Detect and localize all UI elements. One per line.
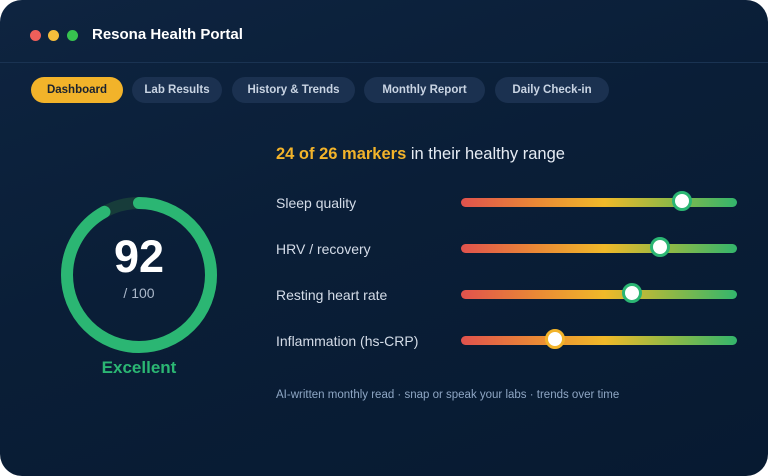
close-window-button[interactable] xyxy=(30,30,41,41)
range-marker-inflammation[interactable] xyxy=(544,328,565,349)
tab-daily-check-in[interactable]: Daily Check-in xyxy=(495,77,609,103)
metric-label-inflammation: Inflammation (hs-CRP) xyxy=(276,333,419,349)
markers-count: 24 of 26 markers xyxy=(276,145,407,163)
markers-summary: 24 of 26 markers in their healthy range xyxy=(276,144,565,164)
tab-history-trends[interactable]: History & Trends xyxy=(232,77,355,103)
tab-lab-results[interactable]: Lab Results xyxy=(132,77,222,103)
range-bar-inflammation xyxy=(461,328,737,349)
range-bar-hrv-recovery xyxy=(461,236,737,257)
range-bar-resting-heart-rate xyxy=(461,282,737,303)
tab-monthly-report[interactable]: Monthly Report xyxy=(364,77,485,103)
markers-summary-text: in their healthy range xyxy=(406,145,565,163)
maximize-window-button[interactable] xyxy=(67,30,78,41)
gauge-progress-arc xyxy=(61,197,217,353)
metric-label-hrv-recovery: HRV / recovery xyxy=(276,241,371,257)
range-bar-sleep-quality xyxy=(461,190,737,211)
health-score-status: Excellent xyxy=(101,358,177,377)
app-title: Resona Health Portal xyxy=(92,26,243,43)
feature-footnote: AI-written monthly read · snap or speak … xyxy=(276,389,620,401)
minimize-window-button[interactable] xyxy=(48,30,59,41)
tab-dashboard[interactable]: Dashboard xyxy=(31,77,123,103)
range-marker-sleep-quality[interactable] xyxy=(671,190,692,211)
health-score-gauge xyxy=(61,197,217,353)
health-score-value: 92 xyxy=(113,231,165,282)
range-marker-hrv-recovery[interactable] xyxy=(649,236,670,257)
title-bar: Resona Health Portal xyxy=(0,0,768,63)
health-score-max: / 100 xyxy=(123,285,155,301)
range-marker-resting-heart-rate[interactable] xyxy=(622,282,643,303)
metric-label-sleep-quality: Sleep quality xyxy=(276,195,357,211)
metric-label-resting-heart-rate: Resting heart rate xyxy=(276,287,388,303)
